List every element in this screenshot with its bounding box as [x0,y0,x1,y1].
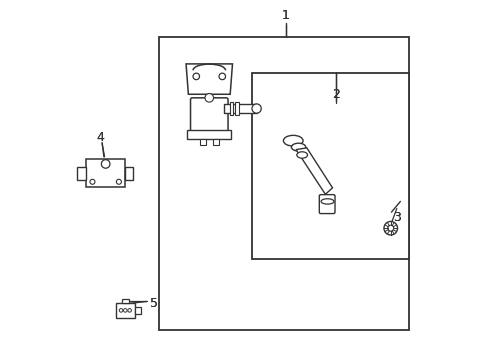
Bar [159,37,409,330]
Bar [200,139,206,145]
Bar [187,130,231,139]
FancyBboxPatch shape [191,98,228,132]
Text: 5: 5 [150,297,158,310]
Circle shape [101,159,110,168]
Text: 2: 2 [332,88,340,101]
Circle shape [90,179,95,184]
Text: 4: 4 [97,131,104,144]
Text: 1: 1 [282,9,290,22]
Text: 3: 3 [393,211,401,224]
Bar [235,102,239,115]
Circle shape [193,73,199,80]
Circle shape [123,309,127,312]
Bar [125,167,133,180]
Polygon shape [296,148,333,194]
Ellipse shape [321,199,334,204]
Bar [135,307,141,314]
Bar [77,167,86,180]
Bar [224,104,257,113]
Text: 2: 2 [332,88,340,101]
Circle shape [119,309,123,312]
Circle shape [384,221,397,235]
Circle shape [388,225,394,231]
Bar [230,102,233,115]
Text: 1: 1 [282,9,290,22]
Circle shape [117,179,122,184]
Ellipse shape [292,143,306,151]
Ellipse shape [283,135,303,146]
Bar [116,303,135,318]
Ellipse shape [297,152,308,158]
Circle shape [205,94,214,102]
Circle shape [252,104,261,113]
Bar [86,158,125,187]
FancyBboxPatch shape [319,195,335,213]
Polygon shape [186,64,232,94]
Bar [213,139,219,145]
Circle shape [128,309,131,312]
Text: 3: 3 [393,211,401,224]
Circle shape [219,73,225,80]
Bar [122,299,128,303]
Text: 5: 5 [150,297,158,310]
Text: 4: 4 [97,131,104,144]
Bar [252,73,409,258]
